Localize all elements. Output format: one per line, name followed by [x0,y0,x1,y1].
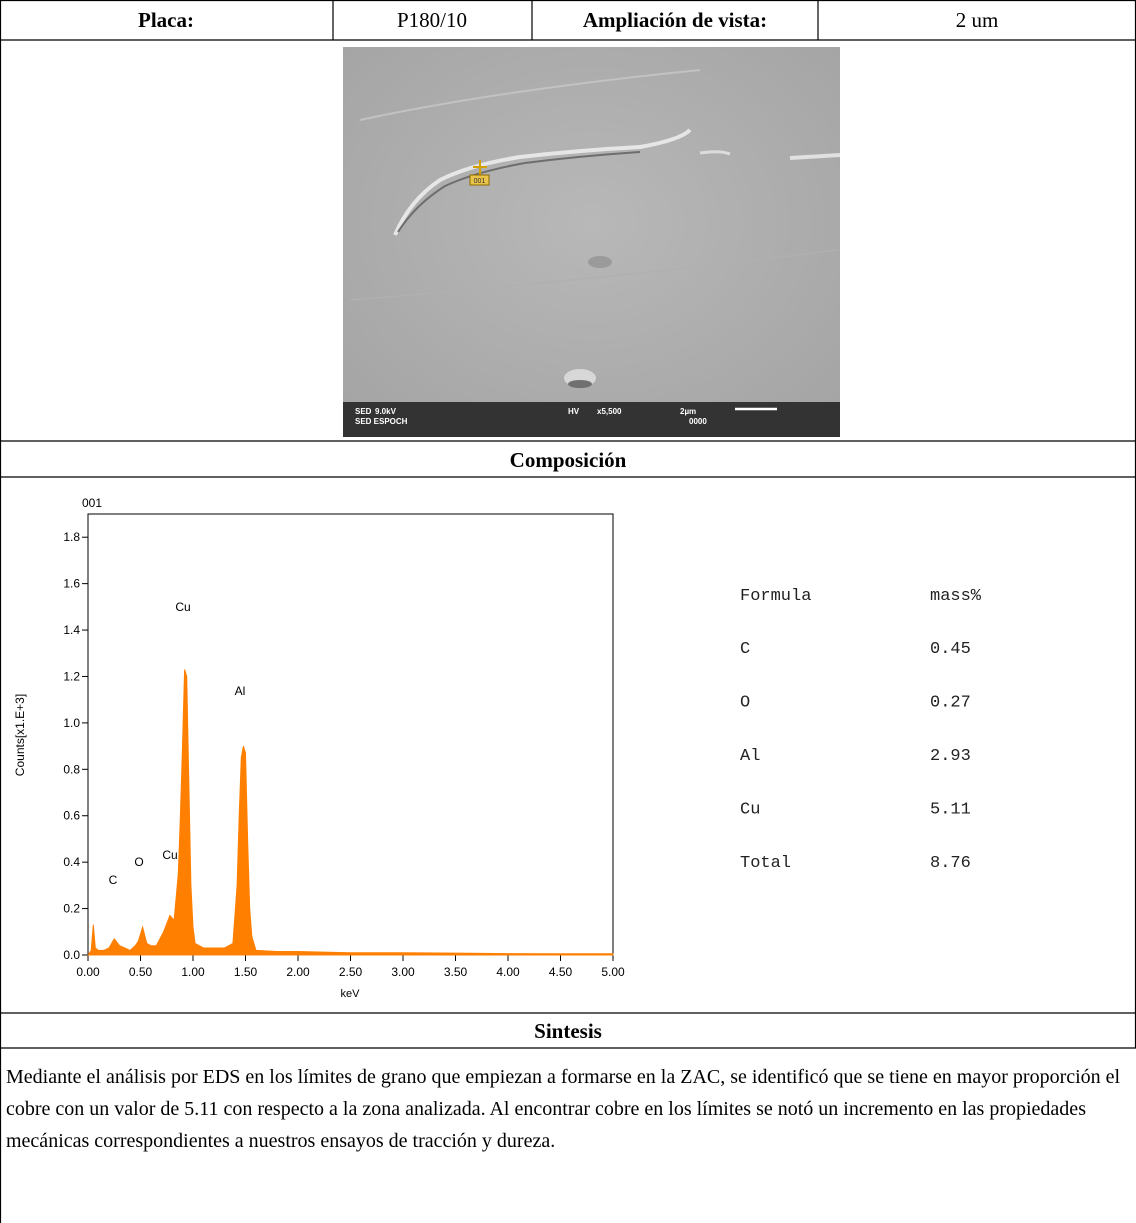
y-tick-label: 1.0 [63,716,80,730]
section-title: Sintesis [534,1019,602,1043]
plot-frame [87,513,614,956]
composition-table: Formula mass% C 0.45 O 0.27 Al 2.93 Cu 5.11 Total 8… [740,587,982,873]
table-header: Formula [740,587,811,606]
peak-label: Cu [175,600,190,614]
x-tick-label: 2.00 [286,965,310,979]
y-tick-label: 0.2 [63,902,80,916]
table-cell: 8.76 [930,854,971,873]
table-header: mass% [930,587,982,606]
peak-label: O [134,855,143,869]
x-tick-label: 0.50 [129,965,153,979]
section-title: Composición [510,448,627,472]
table-cell: Total [740,854,791,873]
zoom: 2 um [956,8,999,32]
x-tick-label: 1.00 [181,965,205,979]
table-cell: 0.45 [930,640,971,659]
table-cell: C [740,640,750,659]
y-tick-label: 0.4 [63,855,80,869]
x-tick-label: 3.50 [444,965,468,979]
table-cell: Cu [740,801,760,820]
caption: HV [568,407,580,416]
synthesis-text: Mediante el análisis por EDS en los lími… [6,1066,1121,1152]
marker-label: 001 [474,178,486,185]
caption: x5,500 [597,407,622,416]
peak-label: Cu [162,848,177,862]
y-tick-label: 1.4 [63,623,80,637]
chart-title: 001 [82,496,102,510]
table-cell: O [740,694,750,713]
y-tick-label: 1.8 [63,530,80,544]
table-cell: 0.27 [930,694,971,713]
zoom-label: Ampliación de vista: [583,8,767,32]
caption: 0000 [689,417,707,426]
table-cell: 2.93 [930,747,971,766]
x-axis-label: keV [341,988,361,1000]
x-tick-label: 4.50 [549,965,573,979]
sem-image: 001 SED 9.0kV SED ESPOCH HV x5,500 2µm 0… [343,47,841,437]
table-cell: 5.11 [930,801,971,820]
caption: 9.0kV [375,407,397,416]
x-tick-label: 0.00 [76,965,100,979]
peak-label: C [109,873,118,887]
caption: 2µm [680,407,696,416]
plate: P180/10 [397,8,467,32]
spectrum [87,669,614,956]
x-tick-label: 3.00 [391,965,415,979]
x-tick-label: 4.00 [496,965,520,979]
y-tick-label: 0.0 [63,948,80,962]
x-tick-label: 1.50 [234,965,258,979]
x-tick-label: 5.00 [601,965,625,979]
table-cell: Al [740,747,760,766]
caption: SED ESPOCH [355,417,408,426]
x-tick-label: 2.50 [339,965,363,979]
y-tick-label: 1.2 [63,669,80,683]
peak-label: Al [235,684,246,698]
y-axis-label: Counts[x1.E+3] [13,694,27,776]
chart: 001 keV Counts[x1.E+3] 0.0 0.2 0.4 0.6 0.8 1.… [13,496,625,1000]
y-tick-label: 0.6 [63,809,80,823]
plate-label: Placa: [138,8,194,32]
y-tick-label: 1.6 [63,577,80,591]
y-tick-label: 0.8 [63,762,80,776]
caption: SED [355,407,372,416]
